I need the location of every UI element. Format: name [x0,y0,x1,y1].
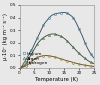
Y-axis label: μ·10⁷ (kg m⁻¹ s⁻¹): μ·10⁷ (kg m⁻¹ s⁻¹) [4,13,8,60]
Helium [49,17,50,18]
Hydrogen [66,60,68,61]
Argon [90,62,92,63]
Argon [61,36,62,37]
Legend: Helium, Argon, Hydrogen: Helium, Argon, Hydrogen [22,51,49,66]
Argon [43,37,44,38]
Hydrogen [55,57,56,58]
Hydrogen [72,62,74,63]
Hydrogen [84,65,86,66]
Line: Helium: Helium [18,11,92,69]
Argon [19,67,20,68]
Helium [78,28,80,29]
Argon [72,47,74,48]
Hydrogen [37,57,38,58]
Hydrogen [78,63,80,65]
Helium [72,17,74,18]
Argon [37,44,38,45]
Helium [66,13,68,14]
Hydrogen [31,61,32,62]
Helium [61,12,62,13]
Argon [55,34,56,35]
Hydrogen [61,58,62,59]
Helium [37,37,38,38]
Hydrogen [90,66,92,67]
Argon [78,53,80,54]
Helium [19,67,20,68]
Helium [31,50,32,51]
Hydrogen [25,66,26,67]
Argon [25,64,26,65]
Hydrogen [49,55,50,56]
Hydrogen [19,67,20,68]
Helium [43,25,44,26]
Argon [66,40,68,41]
X-axis label: Temperature (K): Temperature (K) [35,76,78,82]
Helium [55,13,56,14]
Line: Argon: Argon [18,33,92,69]
Helium [84,42,86,43]
Helium [25,60,26,61]
Argon [31,54,32,55]
Helium [90,54,92,55]
Argon [49,34,50,35]
Hydrogen [43,55,44,56]
Line: Hydrogen: Hydrogen [19,55,92,69]
Argon [84,58,86,59]
